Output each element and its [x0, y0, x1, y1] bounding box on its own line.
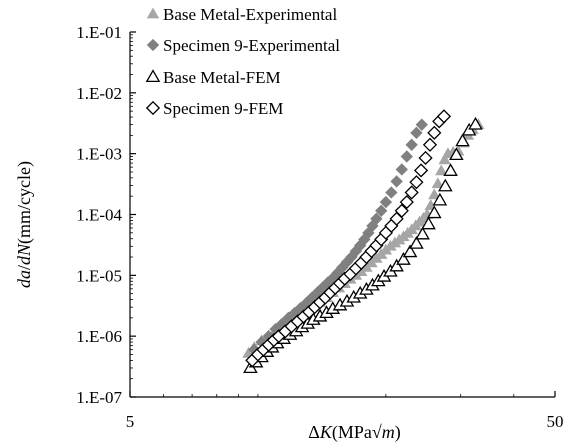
data-point [443, 163, 458, 176]
data-point [415, 118, 428, 131]
data-point [405, 138, 418, 151]
data-point [455, 133, 470, 147]
data-point [435, 164, 448, 176]
legend-label: Specimen 9-FEM [163, 99, 283, 118]
x-axis-title: ΔK(MPa√m) [308, 422, 400, 443]
data-point [269, 323, 282, 336]
y-axis-title: da/dN(mm/cycle) [14, 161, 35, 288]
data-point [427, 205, 442, 219]
legend-label: Base Metal-FEM [163, 68, 281, 87]
data-point [418, 150, 433, 166]
data-point [415, 226, 430, 240]
series-specimen-9-fem [245, 109, 452, 368]
data-point [305, 291, 319, 304]
legend-item-specimen-9-experimental: Specimen 9-Experimental [146, 36, 340, 55]
data-point [362, 226, 375, 239]
data-point [404, 185, 419, 200]
data-point [431, 177, 444, 189]
data-point [428, 188, 441, 200]
legend-marker-triangle-open [145, 69, 161, 83]
y-tick-label: 1.E-03 [76, 145, 122, 164]
legend-marker-triangle-filled [146, 7, 160, 19]
legend-marker-shape [146, 38, 160, 52]
data-point [379, 195, 393, 209]
data-point [395, 163, 408, 176]
legend-marker-shape [146, 7, 160, 19]
legend-marker-diamond-filled [146, 38, 160, 52]
legend-marker-shape [145, 69, 161, 83]
x-axis-ticks: 5 50 [126, 391, 564, 431]
data-point [409, 236, 424, 249]
data-point [409, 175, 424, 190]
legend-marker-shape [145, 100, 161, 116]
data-point [358, 233, 371, 246]
data-point [438, 178, 453, 192]
data-point [326, 271, 339, 285]
data-point [438, 153, 451, 165]
x-title-part: Δ [308, 422, 320, 442]
legend-item-base-metal-experimental: Base Metal-Experimental [146, 5, 337, 24]
y-title-part: (mm/cycle) [14, 161, 35, 244]
data-point [336, 261, 349, 274]
x-title-part: (MPa√ [332, 422, 382, 443]
y-tick-label: 1.E-05 [76, 266, 122, 285]
data-point [353, 239, 367, 252]
data-point [370, 212, 383, 225]
data-point [421, 216, 436, 230]
data-point [432, 192, 448, 206]
y-axis-ticks: 1.E-07 1.E-06 1.E-05 1.E-04 1.E-03 1.E-02 1.E-… [76, 23, 136, 407]
data-point [422, 137, 438, 152]
y-tick-label: 1.E-01 [76, 23, 122, 42]
legend-item-base-metal-fem: Base Metal-FEM [145, 68, 281, 87]
y-tick-label: 1.E-04 [76, 206, 122, 225]
data-point [399, 194, 414, 210]
data-point [390, 175, 403, 188]
data-point [402, 244, 418, 258]
data-point [345, 250, 358, 264]
legend: Base Metal-Experimental Specimen 9-Exper… [145, 5, 340, 118]
y-tick-label: 1.E-07 [76, 388, 122, 407]
data-point [436, 109, 452, 124]
series-specimen-9-experimental [248, 118, 428, 356]
legend-marker-diamond-open [145, 100, 161, 116]
legend-item-specimen-9-fem: Specimen 9-FEM [145, 99, 283, 118]
x-title-part: ) [395, 422, 401, 443]
x-title-part: K [319, 422, 333, 442]
data-point [375, 204, 388, 217]
data-point [294, 301, 307, 315]
data-point [449, 147, 464, 161]
data-point [396, 252, 411, 265]
data-point [427, 125, 442, 140]
legend-label: Specimen 9-Experimental [163, 36, 340, 55]
x-title-part: m [382, 422, 395, 442]
x-tick-label: 50 [547, 412, 564, 431]
y-tick-label: 1.E-06 [76, 327, 122, 346]
data-point [349, 244, 363, 258]
data-point [311, 286, 324, 299]
data-point [262, 329, 275, 343]
data-point [366, 219, 379, 233]
data-point [468, 116, 483, 130]
data-point [385, 186, 398, 199]
y-title-part: / [14, 265, 34, 270]
legend-label: Base Metal-Experimental [163, 5, 337, 24]
data-point [400, 150, 413, 163]
data-point [410, 126, 423, 140]
y-tick-label: 1.E-02 [76, 84, 122, 103]
data-point [394, 203, 409, 218]
y-title-part: da [14, 270, 34, 288]
plot-area [242, 109, 485, 373]
y-title-part: dN [14, 243, 34, 265]
data-point [389, 258, 404, 272]
data-point [255, 335, 268, 349]
data-point [413, 163, 429, 178]
x-tick-label: 5 [126, 412, 135, 431]
